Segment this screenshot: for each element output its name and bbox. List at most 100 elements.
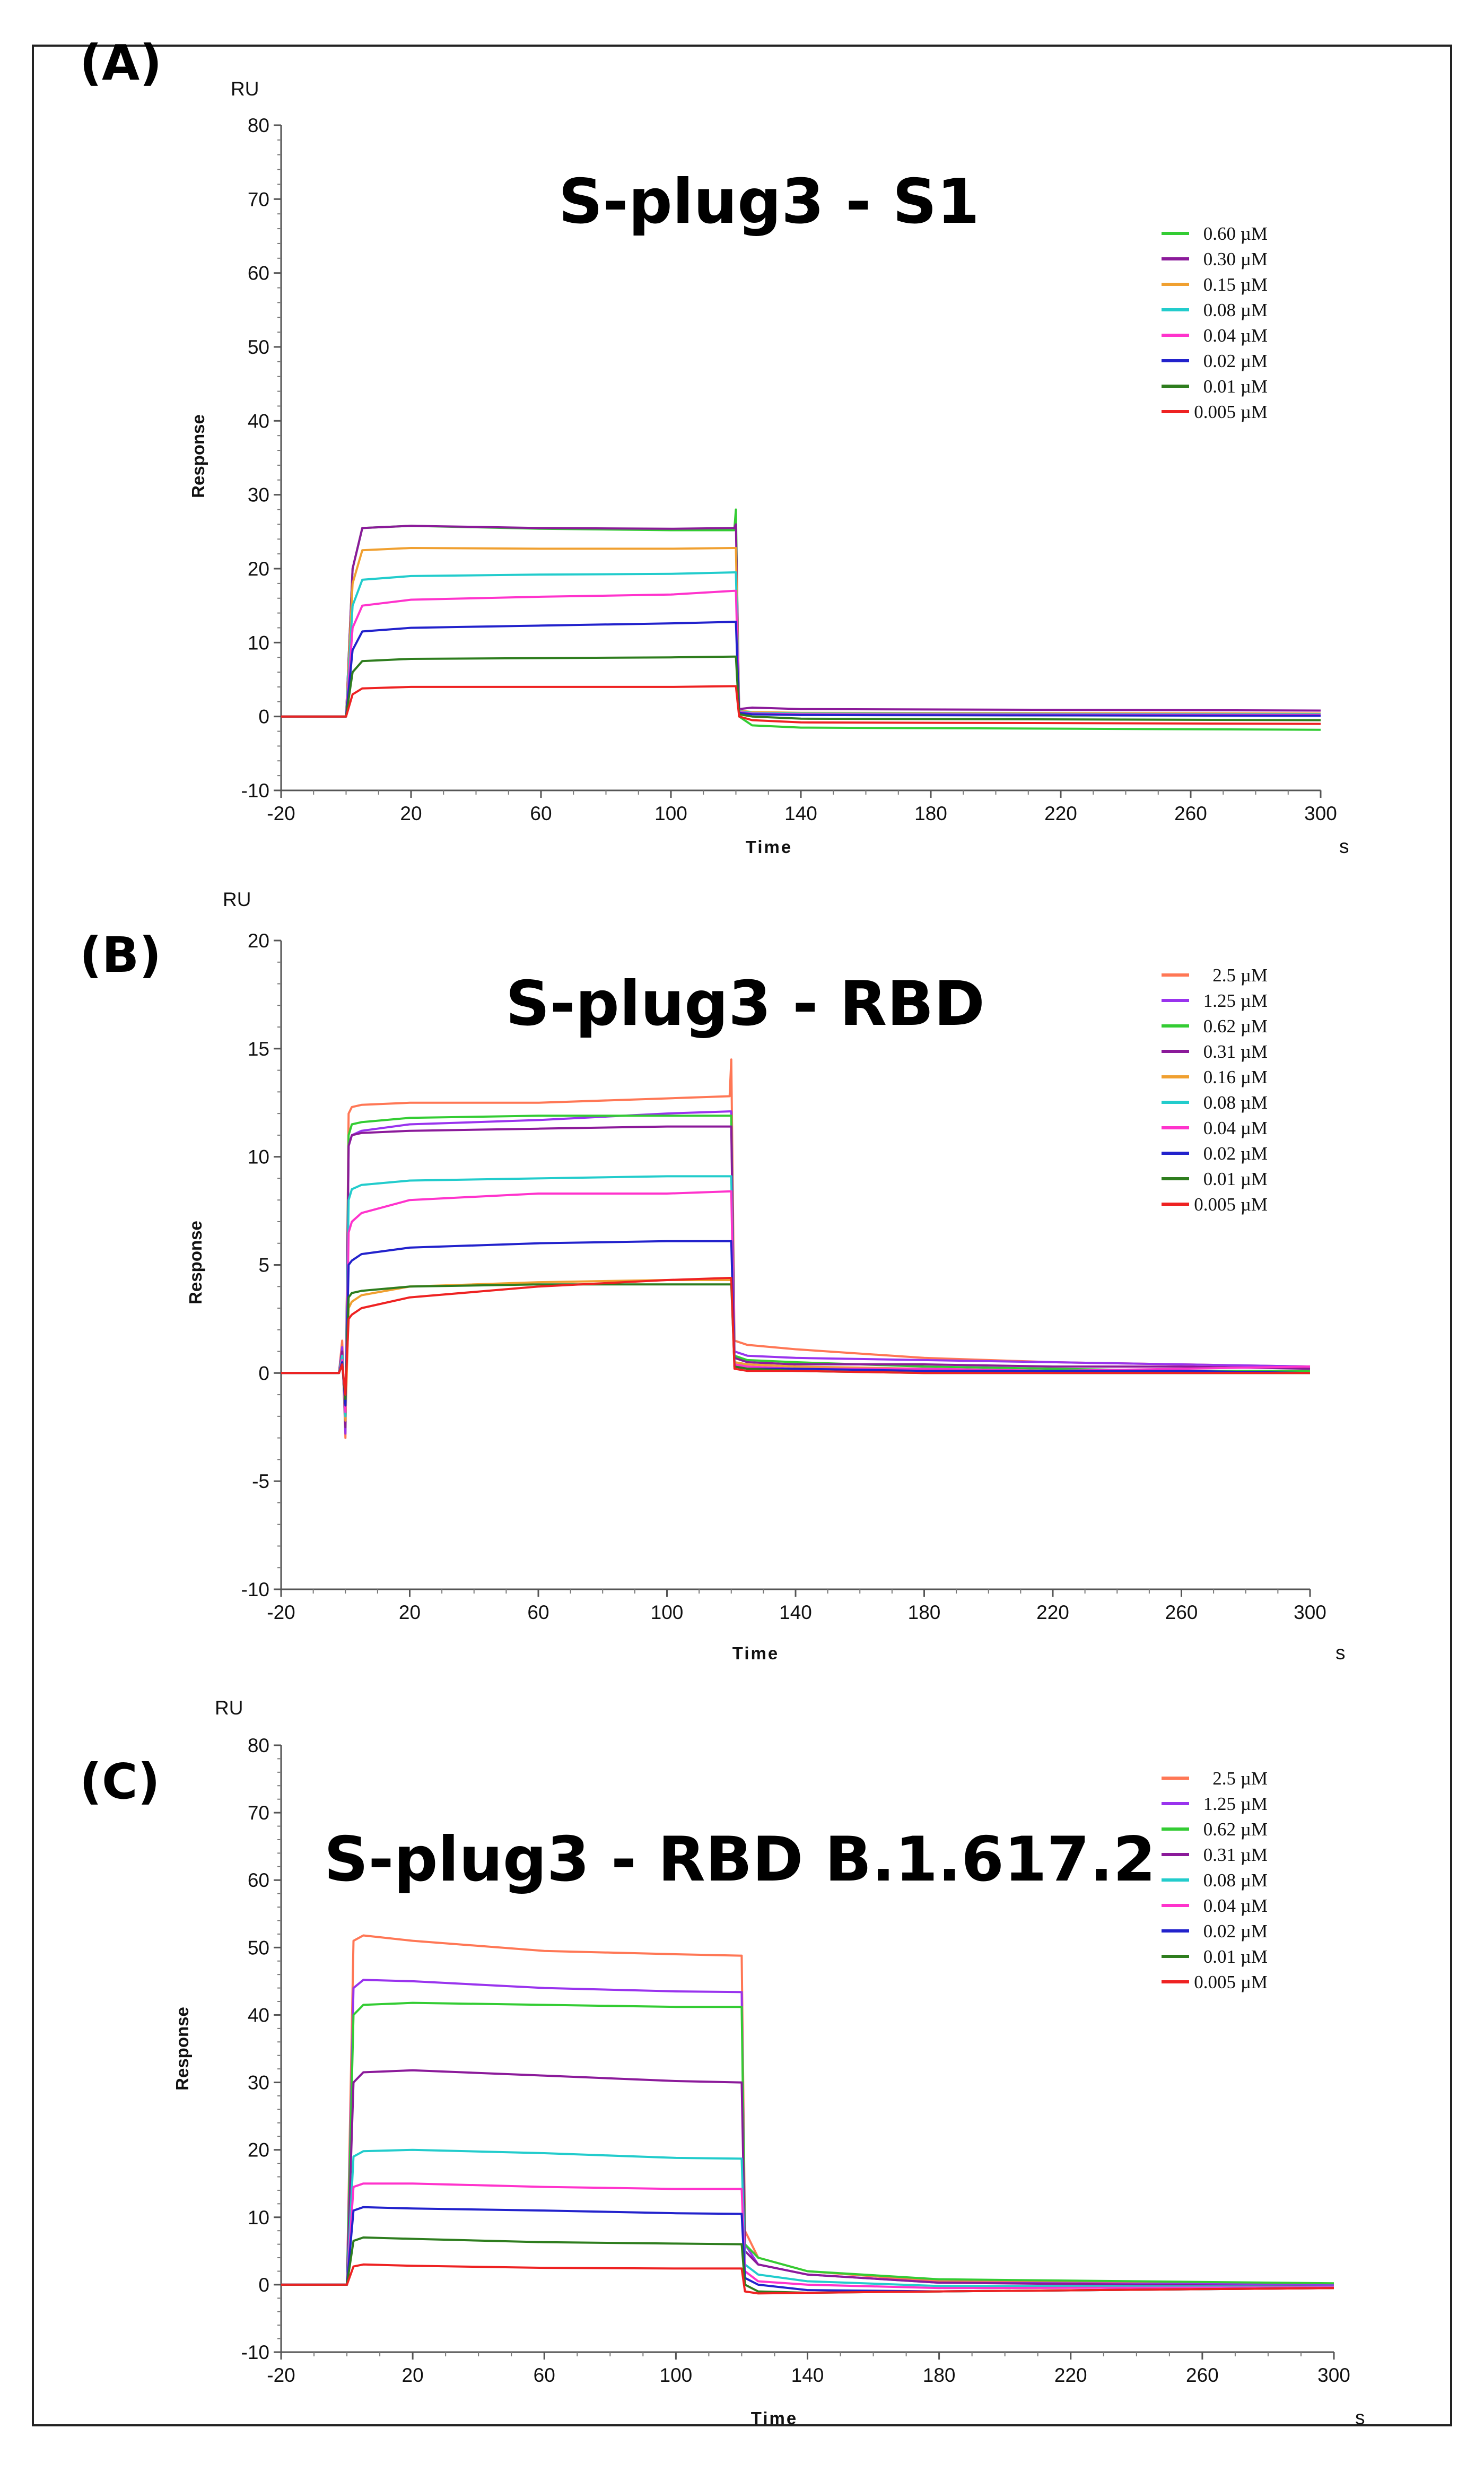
x-tick-label: 220	[1054, 2364, 1087, 2386]
x-tick-label: 220	[1036, 1601, 1069, 1623]
series-line	[281, 508, 1321, 731]
panel-label: (B)	[80, 927, 161, 983]
series-line	[281, 1277, 1310, 1396]
series-line	[281, 1125, 1311, 1429]
y-tick-label: 40	[248, 410, 269, 432]
x-tick-label: 260	[1165, 1601, 1198, 1623]
figure-frame	[32, 45, 1452, 2426]
x-tick-label: 100	[651, 1601, 684, 1623]
x-tick-label: 300	[1304, 803, 1337, 824]
legend-label: 0.01 µM	[1203, 1946, 1268, 1967]
y-tick-label: 80	[248, 115, 269, 136]
legend-label: 0.02 µM	[1203, 1143, 1268, 1164]
x-tick-label: 300	[1294, 1601, 1326, 1623]
x-axis-title: Time	[732, 1643, 779, 1663]
y-tick-label: 60	[248, 1869, 269, 1891]
legend-label: 0.30 µM	[1203, 249, 1268, 269]
y-tick-label: 0	[258, 2274, 269, 2296]
y-tick-label: 60	[248, 263, 269, 284]
y-tick-label: -10	[241, 1579, 269, 1600]
y-tick-label: -10	[241, 2342, 269, 2363]
y-tick-label: 20	[248, 930, 269, 952]
series-line	[281, 621, 1321, 718]
series-line	[281, 2069, 1334, 2288]
legend-label: 0.005 µM	[1194, 1972, 1268, 1992]
x-tick-label: 140	[791, 2364, 824, 2386]
legend-label: 1.25 µM	[1203, 1794, 1268, 1814]
legend-label: 0.02 µM	[1203, 1921, 1268, 1942]
x-tick-label: 180	[914, 803, 947, 824]
legend-label: 0.01 µM	[1203, 1169, 1268, 1189]
legend-label: 1.25 µM	[1203, 990, 1268, 1011]
y-tick-label: 40	[248, 2004, 269, 2026]
series-line	[281, 685, 1321, 725]
legend-label: 0.04 µM	[1203, 325, 1268, 346]
y-axis-title: Response	[172, 2007, 192, 2091]
x-tick-label: 60	[527, 1601, 549, 1623]
x-tick-label: 140	[784, 803, 817, 824]
x-unit-label: s	[1355, 2407, 1365, 2429]
y-tick-label: 70	[248, 1802, 269, 1824]
series-line	[281, 2206, 1334, 2293]
x-tick-label: 260	[1186, 2364, 1219, 2386]
x-tick-label: 220	[1044, 803, 1077, 824]
series-line	[281, 1190, 1311, 1413]
y-unit-label: RU	[231, 78, 259, 100]
y-tick-label: 50	[248, 336, 269, 358]
x-tick-label: 180	[908, 1601, 941, 1623]
y-unit-label: RU	[223, 889, 251, 910]
x-unit-label: s	[1335, 1642, 1346, 1664]
legend-label: 2.5 µM	[1212, 1768, 1268, 1789]
legend-label: 0.02 µM	[1203, 351, 1268, 371]
x-tick-label: 300	[1317, 2364, 1350, 2386]
x-tick-label: 260	[1174, 803, 1207, 824]
y-tick-label: 70	[248, 188, 269, 210]
legend-label: 0.04 µM	[1203, 1118, 1268, 1138]
y-tick-label: 15	[248, 1038, 269, 1060]
x-tick-label: -20	[267, 1601, 295, 1623]
series-line	[281, 1175, 1310, 1417]
legend-label: 0.60 µM	[1203, 223, 1268, 244]
series-line	[281, 571, 1321, 718]
panel-title: S-plug3 - RBD	[505, 968, 985, 1040]
series-line	[281, 547, 1321, 718]
y-tick-label: 0	[258, 706, 269, 728]
y-axis-title: Response	[188, 414, 208, 498]
y-axis-title: Response	[186, 1221, 205, 1304]
legend-label: 0.04 µM	[1203, 1895, 1268, 1916]
x-axis-title: Time	[746, 837, 792, 857]
legend-label: 0.62 µM	[1203, 1819, 1268, 1840]
x-tick-label: 20	[400, 803, 422, 824]
y-tick-label: -10	[241, 780, 269, 802]
legend-label: 0.08 µM	[1203, 1870, 1268, 1891]
y-tick-label: 5	[258, 1255, 269, 1276]
x-tick-label: -20	[267, 2364, 295, 2386]
series-line	[281, 1058, 1311, 1439]
y-tick-label: 50	[248, 1937, 269, 1959]
y-tick-label: 30	[248, 2072, 269, 2094]
legend-label: 0.15 µM	[1203, 274, 1268, 295]
legend-label: 0.31 µM	[1203, 1844, 1268, 1865]
series-line	[281, 1115, 1310, 1429]
panel-title: S-plug3 - RBD B.1.617.2	[324, 1824, 1156, 1895]
x-tick-label: 60	[534, 2364, 555, 2386]
legend-label: 0.16 µM	[1203, 1067, 1268, 1087]
y-tick-label: 20	[248, 558, 269, 580]
y-tick-label: 0	[258, 1362, 269, 1384]
x-tick-label: 100	[654, 803, 687, 824]
y-tick-label: 30	[248, 484, 269, 506]
x-tick-label: 20	[399, 1601, 421, 1623]
x-tick-label: -20	[267, 803, 295, 824]
y-tick-label: -5	[252, 1470, 269, 1492]
x-tick-label: 100	[660, 2364, 693, 2386]
x-axis-title: Time	[751, 2408, 798, 2428]
x-tick-label: 140	[779, 1601, 812, 1623]
series-line	[281, 1934, 1334, 2286]
y-tick-label: 80	[248, 1735, 269, 1756]
x-tick-label: 60	[530, 803, 552, 824]
y-tick-label: 20	[248, 2139, 269, 2161]
panel-title: S-plug3 - S1	[558, 166, 980, 238]
y-tick-label: 10	[248, 632, 269, 654]
x-tick-label: 20	[402, 2364, 424, 2386]
